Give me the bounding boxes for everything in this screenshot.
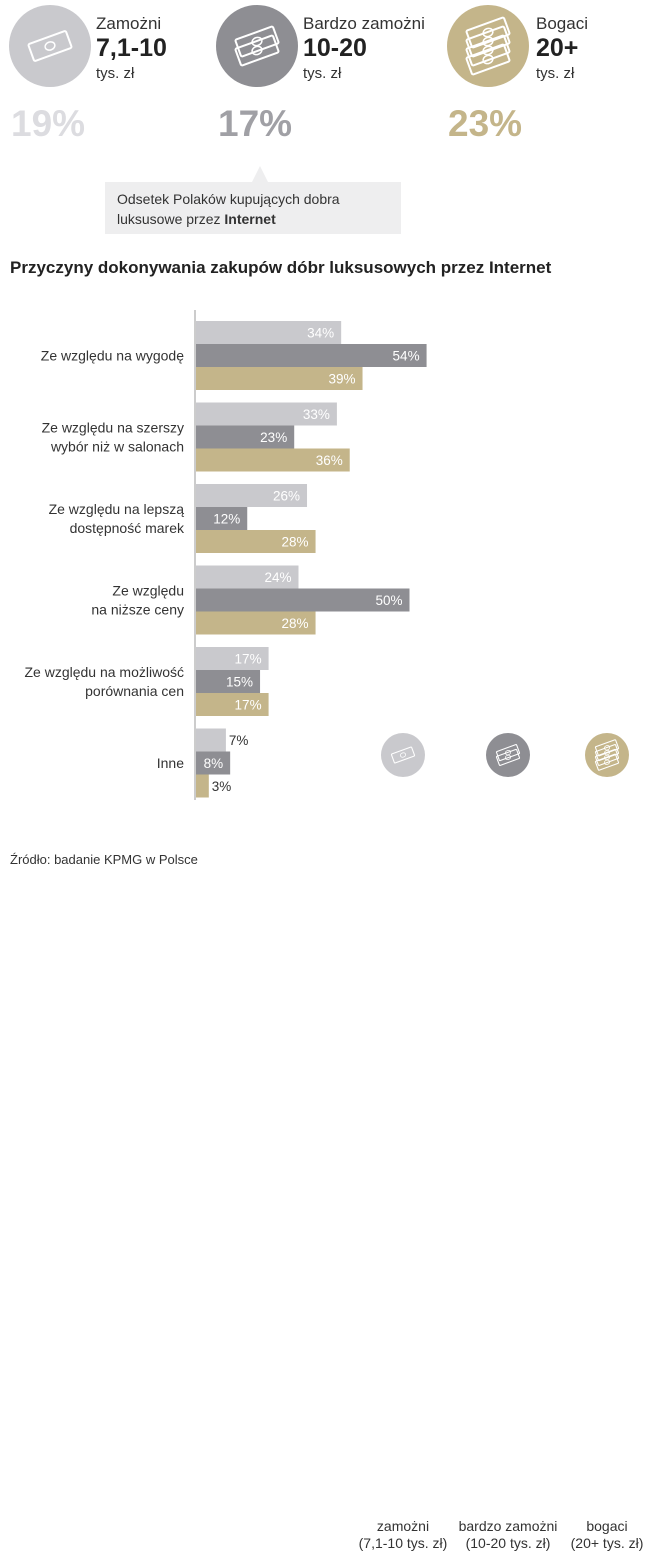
- group-label: Bardzo zamożni: [303, 14, 425, 33]
- category-label: wybór niż w salonach: [50, 439, 184, 455]
- callout-box: Odsetek Polaków kupujących dobra luksuso…: [105, 182, 401, 234]
- category-label: Ze względu na możliwość: [24, 664, 184, 680]
- group-unit: tys. zł: [536, 65, 575, 82]
- bar-value-label: 7%: [229, 733, 249, 748]
- bar-value-label: 3%: [212, 779, 232, 794]
- bar: [196, 751, 231, 775]
- bar: [196, 728, 226, 752]
- legend-line1: bogaci: [586, 1518, 628, 1534]
- category-label: Ze względu na wygodę: [41, 348, 184, 364]
- group-range: 10-20: [303, 34, 367, 62]
- bar: [196, 647, 269, 670]
- money-stack-small-icon: [9, 5, 91, 87]
- group-percent: 17%: [218, 103, 293, 144]
- bar-value-label: 8%: [204, 756, 224, 771]
- bar-value-label: 28%: [282, 535, 309, 550]
- money-stack-small-icon: [381, 733, 425, 777]
- legend-line2: (7,1-10 tys. zł): [358, 1535, 448, 1551]
- money-stack-medium-icon: [216, 5, 298, 87]
- bar-value-label: 34%: [307, 326, 334, 341]
- bar: [196, 565, 299, 589]
- group-label: Bogaci: [536, 14, 588, 33]
- callout-text: Odsetek Polaków kupujących dobra luksuso…: [117, 191, 340, 227]
- bar-value-label: 33%: [303, 407, 330, 422]
- category-label: na niższe ceny: [91, 602, 184, 618]
- group-unit: tys. zł: [303, 65, 342, 82]
- legend-line2: (10-20 tys. zł): [465, 1535, 551, 1551]
- group-range: 20+: [536, 34, 579, 62]
- bar-value-label: 15%: [226, 675, 253, 690]
- money-stack-large-icon: [585, 733, 629, 777]
- source-note: Źródło: badanie KPMG w Polsce: [10, 852, 198, 867]
- bar: [196, 344, 427, 367]
- bar-value-label: 54%: [393, 349, 420, 364]
- bar-value-label: 24%: [264, 570, 291, 585]
- bar: [196, 670, 261, 693]
- bar: [196, 507, 248, 530]
- bar: [196, 448, 350, 472]
- bar: [196, 774, 209, 798]
- category-label: porównania cen: [85, 683, 184, 699]
- group-label: Zamożni: [96, 14, 162, 33]
- bar: [196, 402, 337, 426]
- bar: [196, 425, 295, 449]
- bar-value-label: 12%: [213, 512, 240, 527]
- bar-value-label: 28%: [282, 616, 309, 631]
- bar: [196, 367, 363, 390]
- group-percent: 23%: [448, 103, 523, 144]
- bar-value-label: 50%: [375, 593, 402, 608]
- bar: [196, 588, 410, 612]
- money-stack-medium-icon: [486, 733, 530, 777]
- bar-value-label: 26%: [273, 489, 300, 504]
- bar: [196, 321, 342, 344]
- legend-line2: (20+ tys. zł): [570, 1535, 644, 1551]
- chart-title: Przyczyny dokonywania zakupów dóbr luksu…: [10, 258, 552, 277]
- category-label: Ze względu na szerszy: [42, 420, 184, 436]
- group-percent: 19%: [11, 103, 86, 144]
- legend-label: zamożni (7,1-10 tys. zł): [352, 1518, 454, 1552]
- group-unit: tys. zł: [96, 65, 135, 82]
- bar-value-label: 23%: [260, 430, 287, 445]
- bar-value-label: 17%: [235, 652, 262, 667]
- money-stack-large-icon: [447, 5, 529, 87]
- legend-label: bogaci (20+ tys. zł): [562, 1518, 652, 1552]
- callout-pointer: [252, 166, 268, 182]
- category-label: dostępność marek: [70, 520, 185, 536]
- category-label: Ze względu: [112, 583, 184, 599]
- callout-bold-text: Internet: [224, 211, 276, 227]
- legend-label: bardzo zamożni (10-20 tys. zł): [452, 1518, 564, 1552]
- bar-value-label: 39%: [328, 372, 355, 387]
- legend-line1: bardzo zamożni: [458, 1518, 558, 1534]
- group-range: 7,1-10: [96, 34, 167, 62]
- category-label: Inne: [157, 755, 184, 771]
- category-label: Ze względu na lepszą: [49, 501, 185, 517]
- bar-value-label: 17%: [235, 698, 262, 713]
- bar-chart: Ze względu na wygodę 34% 54% 39% Ze względu …: [24, 310, 427, 800]
- legend-line1: zamożni: [376, 1518, 430, 1534]
- bar: [196, 693, 269, 716]
- bar-value-label: 36%: [316, 453, 343, 468]
- bar: [196, 484, 308, 507]
- bar: [196, 530, 316, 553]
- bar: [196, 611, 316, 635]
